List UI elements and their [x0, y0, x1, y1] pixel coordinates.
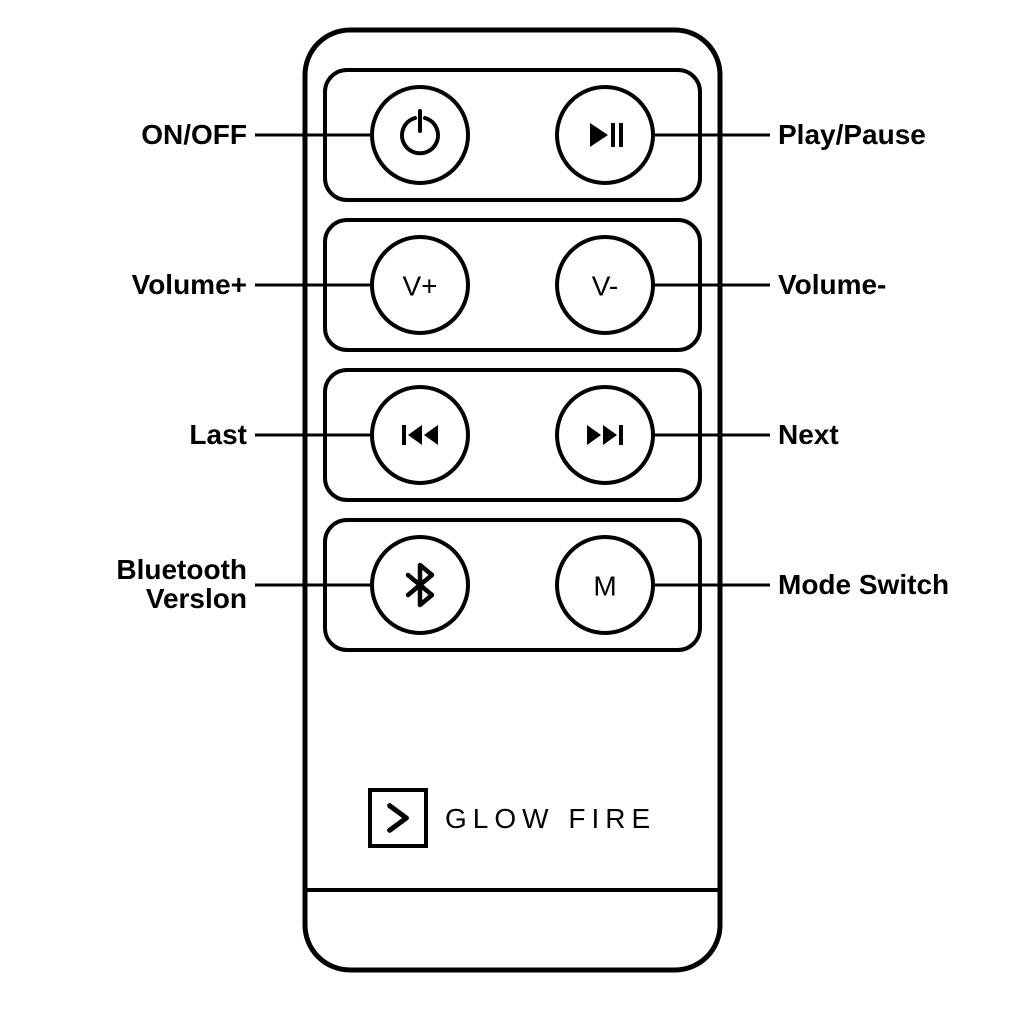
brand-name: GLOW FIRE: [445, 803, 656, 834]
play-pause-icon: [590, 123, 623, 147]
volume-up-button-label: V+: [402, 271, 437, 302]
callout-label: Mode Switch: [778, 570, 949, 599]
volume-up-button[interactable]: V+: [372, 237, 468, 333]
mode-button[interactable]: M: [557, 537, 653, 633]
mode-button-label: M: [593, 571, 616, 602]
brand-logo-box: [370, 790, 426, 846]
power-button[interactable]: [372, 87, 468, 183]
bluetooth-icon: [408, 565, 432, 605]
button-group-row-2: [325, 370, 700, 500]
callout-label: ON/OFF: [141, 120, 247, 149]
callout-label: Bluetooth Verslon: [116, 555, 247, 614]
callout-label: Play/Pause: [778, 120, 926, 149]
next-track-icon: [587, 425, 623, 445]
button-group-row-0: [325, 70, 700, 200]
previous-track-icon: [402, 425, 438, 445]
volume-down-button[interactable]: V-: [557, 237, 653, 333]
remote-diagram: V+ V- M GLOW FIRE: [0, 0, 1024, 1024]
callout-label: Last: [189, 420, 247, 449]
callout-label: Volume+: [132, 270, 247, 299]
callout-label: Next: [778, 420, 839, 449]
volume-down-button-label: V-: [592, 271, 618, 302]
power-icon: [402, 111, 438, 153]
brand-logo-chevron-icon: [390, 806, 407, 831]
callout-label: Volume-: [778, 270, 886, 299]
button-group-row-1: [325, 220, 700, 350]
button-group-row-3: [325, 520, 700, 650]
